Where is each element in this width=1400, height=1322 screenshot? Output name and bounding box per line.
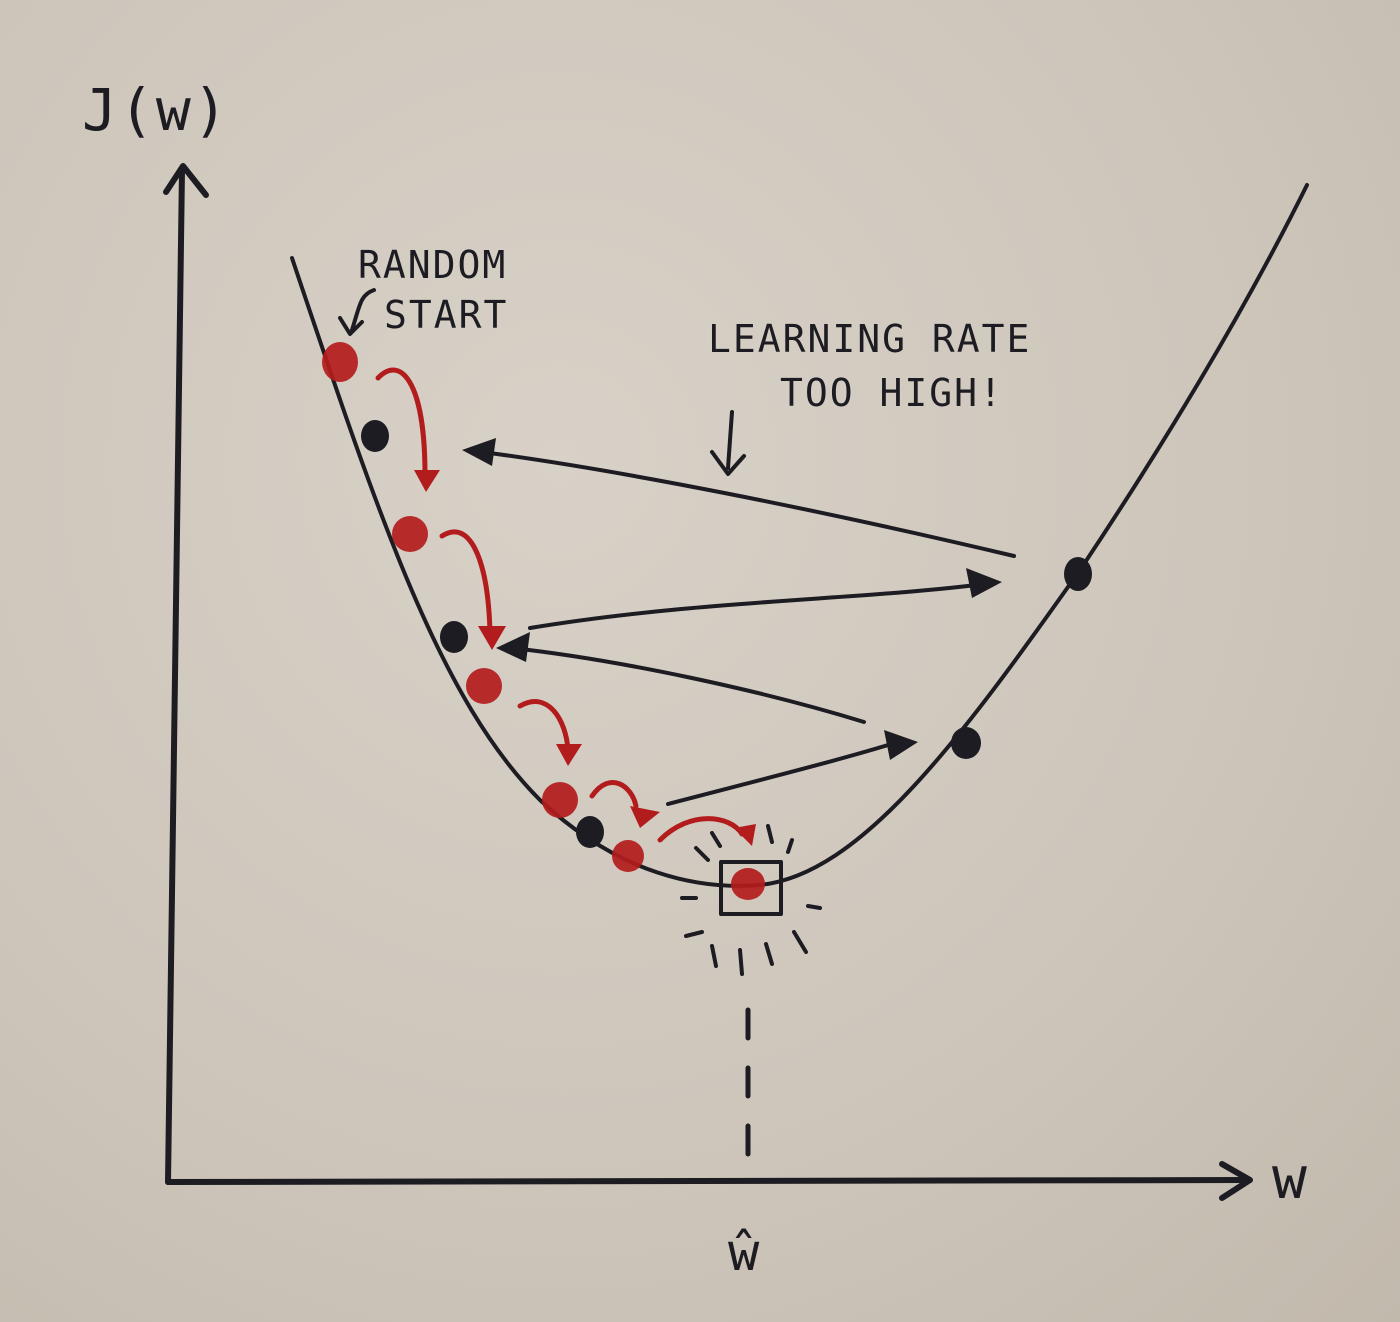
y-axis xyxy=(163,163,209,1185)
y-axis-label: J(w) xyxy=(82,76,230,144)
x-axis xyxy=(165,1161,1253,1201)
step-arrow xyxy=(439,529,493,635)
small-lr-point xyxy=(731,868,765,900)
step-arrowhead xyxy=(414,470,440,492)
cost-curve xyxy=(290,183,1309,888)
x-axis-label: w xyxy=(1272,1144,1309,1212)
step-arrowhead xyxy=(556,744,582,766)
step-arrowhead xyxy=(734,824,756,846)
jump-arrow-3 xyxy=(528,582,986,630)
small-lr-point xyxy=(542,782,578,818)
small-lr-point xyxy=(466,668,502,704)
high-lr-label-line2: TOO HIGH! xyxy=(780,371,1004,415)
step-arrowhead xyxy=(630,806,660,828)
step-arrow xyxy=(589,780,639,809)
jump-arrow-1 xyxy=(666,740,900,806)
step-arrow xyxy=(517,699,571,753)
large-lr-point xyxy=(576,816,604,848)
step-arrow xyxy=(657,816,745,843)
large-lr-point xyxy=(1064,557,1092,591)
minimum-burst xyxy=(680,824,822,976)
small-lr-path xyxy=(322,342,765,900)
small-lr-point xyxy=(612,840,644,872)
high-lr-arrow xyxy=(710,410,746,476)
minimum-box xyxy=(719,860,783,916)
jump-arrow-2 xyxy=(510,646,866,724)
random-start-label-line1: RANDOM xyxy=(358,243,507,287)
large-lr-point xyxy=(440,621,468,653)
large-lr-point xyxy=(951,727,981,759)
jump-arrowhead-1 xyxy=(884,730,918,760)
jump-arrowhead-3 xyxy=(966,568,1002,598)
small-lr-point xyxy=(322,342,358,382)
high-lr-label-line1: LEARNING RATE xyxy=(708,317,1031,361)
random-start-arrow xyxy=(338,288,376,336)
step-arrow xyxy=(375,367,428,478)
large-lr-path xyxy=(361,420,1092,848)
jump-arrowhead-4 xyxy=(462,438,496,466)
step-arrowhead xyxy=(478,626,506,650)
jump-arrowhead-2 xyxy=(496,632,530,662)
small-lr-point xyxy=(392,516,428,552)
random-start-label-line2: START xyxy=(384,293,508,337)
large-lr-point xyxy=(361,420,389,452)
jump-arrow-4 xyxy=(480,450,1016,558)
optimum-label: ŵ xyxy=(728,1223,761,1283)
